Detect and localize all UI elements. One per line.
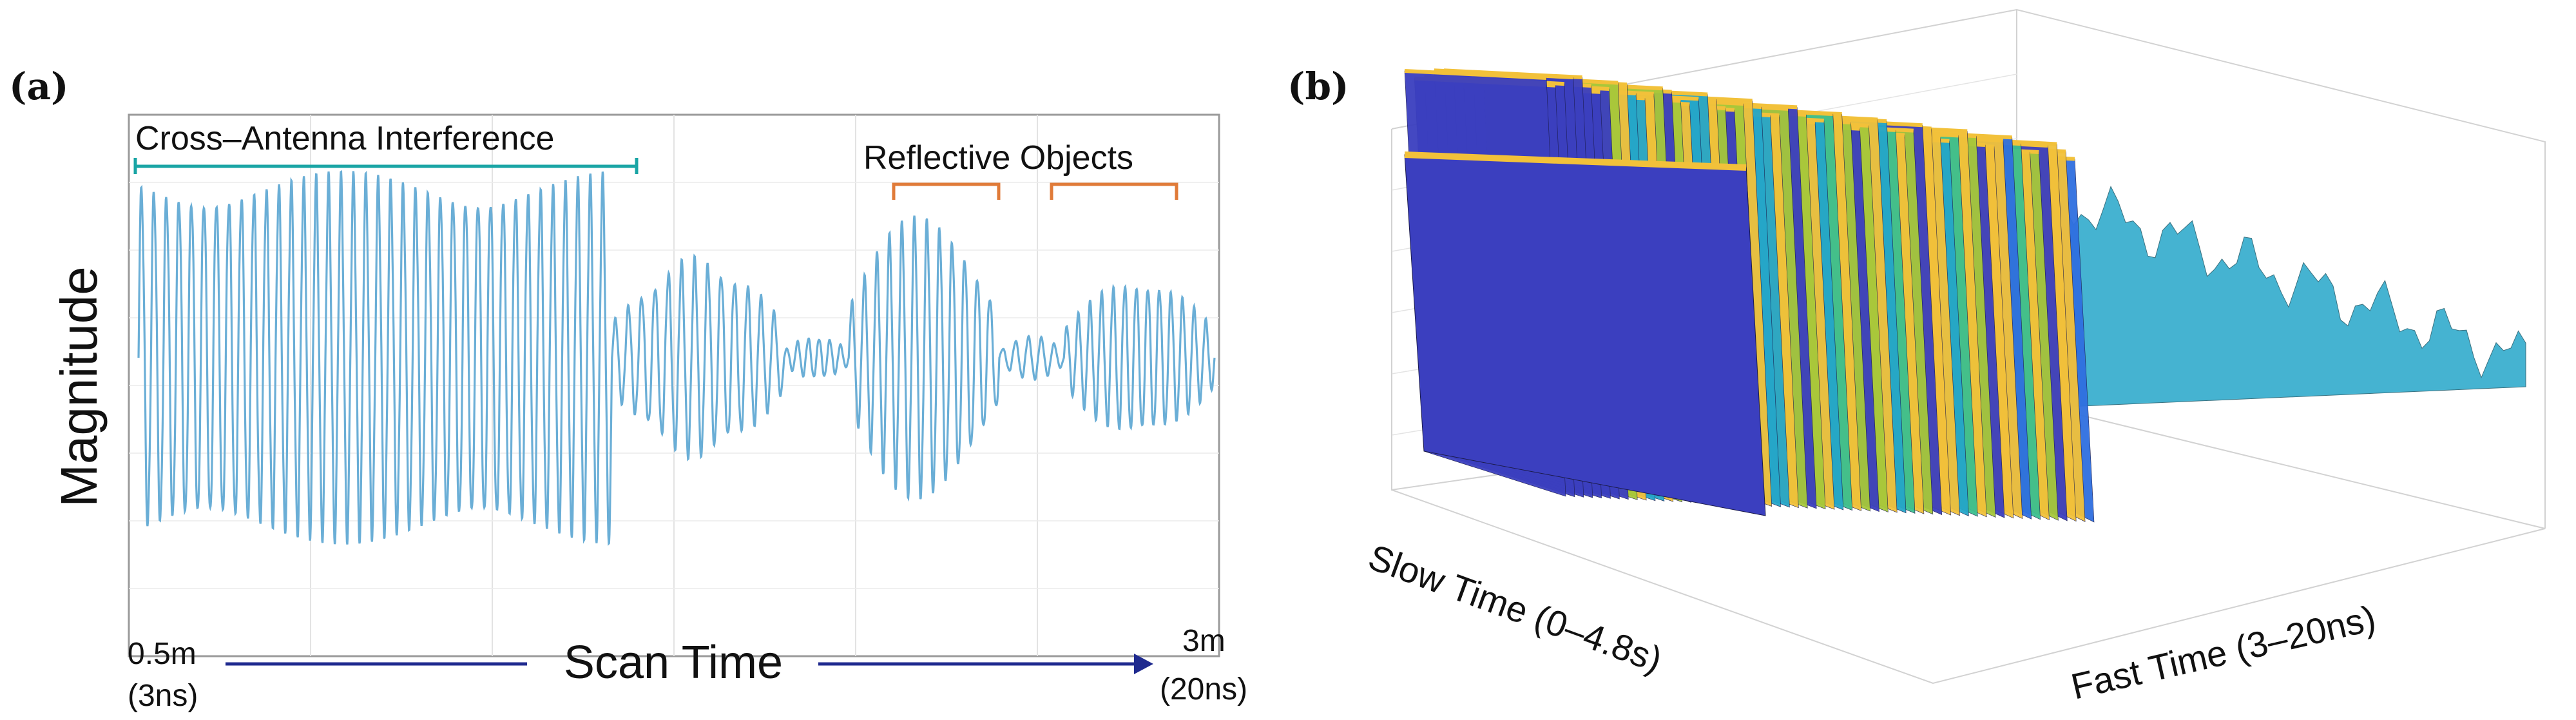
slab-top-edge xyxy=(1434,68,1573,80)
surface-plot xyxy=(1404,68,2526,523)
waveform-line xyxy=(137,170,1216,546)
x-axis-label: Scan Time xyxy=(564,637,783,688)
surface-chart: Slow Time (0–4.8s) Fast Time (3–20ns) xyxy=(1363,8,2546,707)
annotation-cross-antenna: Cross–Antenna Interference xyxy=(135,120,554,157)
bracket-cross-antenna xyxy=(133,158,639,174)
surface-front-top-edge xyxy=(1404,151,1747,171)
bracket-reflective-2 xyxy=(1050,182,1178,200)
x-end-label: 3m xyxy=(1182,624,1226,658)
y-axis-label: Fast Time (3–20ns) xyxy=(2068,598,2379,707)
panel-label-a: (a) xyxy=(9,64,69,108)
x-axis-label: Slow Time (0–4.8s) xyxy=(1363,536,1668,680)
arrow-head xyxy=(1134,654,1153,674)
panel-label-b: (b) xyxy=(1287,64,1349,108)
slab-top-edge xyxy=(1404,69,1547,80)
y-axis-label: Magnitude xyxy=(50,266,108,507)
x-end-sublabel: (20ns) xyxy=(1160,672,1247,706)
x-start-sublabel: (3ns) xyxy=(128,679,198,713)
annotation-reflective-objects: Reflective Objects xyxy=(863,139,1133,177)
x-start-label: 0.5m xyxy=(128,637,197,671)
waveform-chart: Cross–Antenna Interference Reflective Ob… xyxy=(50,113,1247,713)
bracket-reflective-1 xyxy=(892,182,1001,200)
